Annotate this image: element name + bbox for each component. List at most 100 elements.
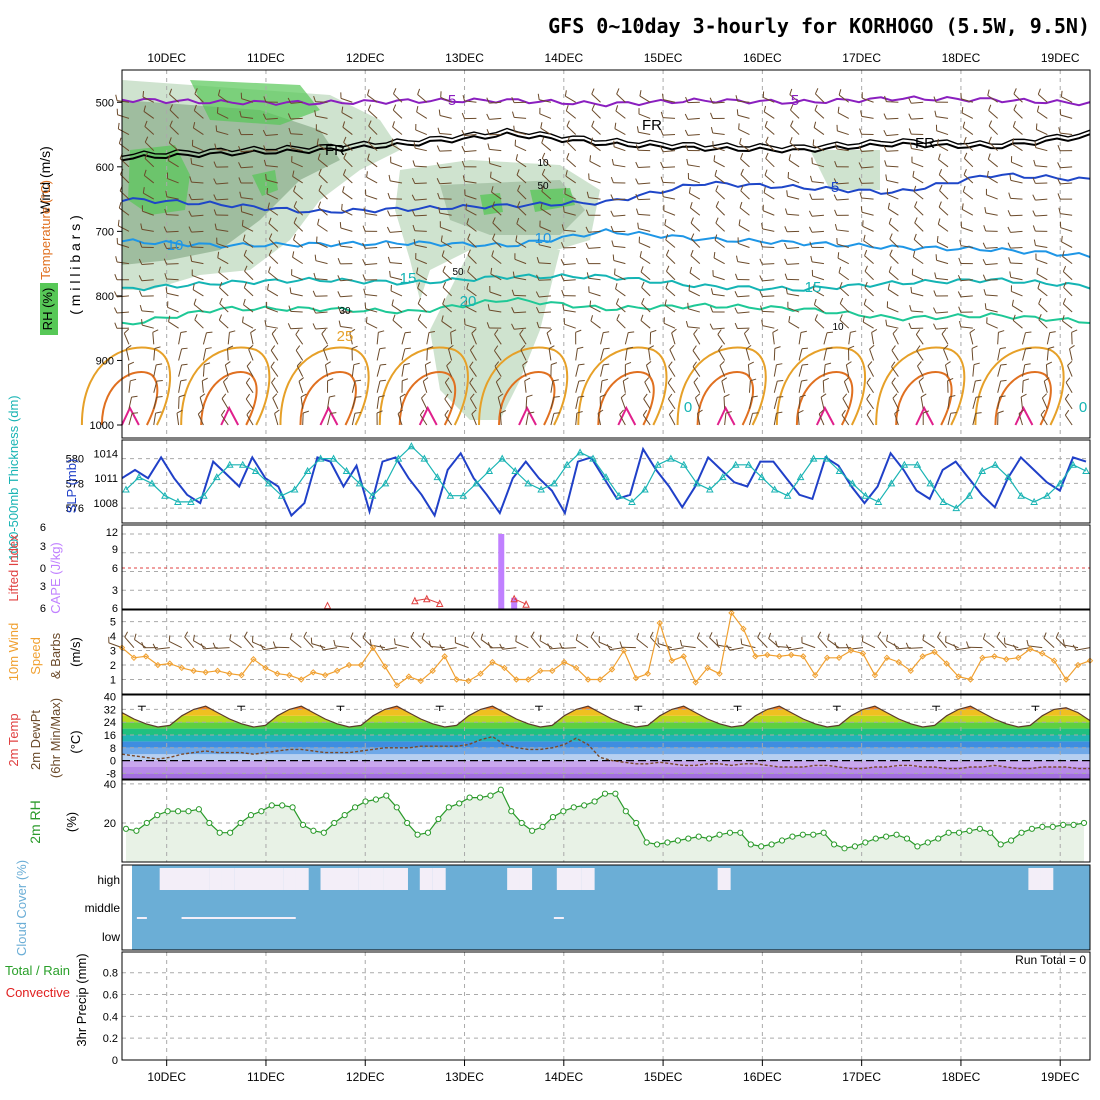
wind-barb-10m: [192, 634, 195, 641]
wind-barb-10m: [455, 642, 469, 649]
wind-barb-upper: [550, 413, 555, 426]
y-tick-label-temp: -8: [106, 768, 116, 780]
wind-barb-upper: [515, 154, 518, 161]
wind-barb-upper: [290, 133, 303, 136]
wind-barb-upper: [229, 330, 236, 333]
wind-barb-upper: [351, 413, 356, 426]
wind-barb-upper: [748, 413, 754, 426]
wind-barb-upper: [858, 177, 863, 184]
wind-barb-upper: [585, 226, 590, 233]
rh2m-point: [612, 790, 619, 797]
wind-barb-upper: [563, 309, 576, 313]
thickness-point: [212, 473, 221, 481]
ylabel-temp-unit: (°C): [68, 730, 83, 753]
wind-barb-10m: [470, 636, 481, 648]
wind-barb-upper: [292, 170, 295, 177]
y-tick-label-temp: 8: [110, 743, 116, 755]
wind-barb-upper: [801, 379, 808, 382]
wind-barb-upper: [1032, 177, 1036, 184]
wind-barb-upper: [342, 126, 353, 135]
wind-barb-10m: [152, 643, 157, 650]
wind-barb-upper: [717, 334, 726, 345]
rh2m-point: [216, 829, 223, 836]
wind-barb-upper: [960, 326, 973, 329]
wind-barb-upper: [192, 289, 204, 297]
ylabel-minmax: (6hr Min/Max): [48, 698, 63, 778]
wind-barb-upper: [376, 332, 379, 345]
ylabel-dewpt: 2m DewPt: [28, 710, 43, 770]
y-tick-label-li: 3: [40, 541, 46, 553]
isotherm-loop-25: [974, 346, 1065, 426]
wind-barb-upper: [221, 393, 227, 399]
wind-barb-10m: [480, 633, 484, 640]
wind-barb-upper: [494, 334, 502, 345]
wind-barb-upper: [563, 263, 576, 266]
wind-barb-10m: [1016, 647, 1031, 651]
wind-barb-upper: [625, 362, 632, 366]
wind-barb-upper: [492, 222, 502, 232]
wind-barb-upper: [263, 145, 267, 152]
wind-barb-upper: [349, 332, 353, 345]
wind-barb-10m: [757, 637, 768, 648]
wind-barb-upper: [263, 96, 267, 103]
wind-barb-upper: [787, 307, 800, 313]
cloud-high-block: [270, 868, 284, 890]
wind-barb-upper: [404, 331, 412, 334]
wind-barb-upper: [684, 129, 689, 136]
wind-barb-upper: [648, 345, 655, 350]
cloud-high-block: [283, 868, 297, 890]
temp-color-band: [122, 706, 1090, 710]
wind-barb-upper: [421, 393, 426, 399]
wind-barb-upper: [114, 274, 118, 280]
isotherm-loop-35: [815, 405, 835, 426]
wind-barb-upper: [391, 144, 403, 152]
wind-speed-point: [537, 667, 544, 675]
wind-barb-upper: [759, 241, 763, 248]
wind-barb-upper: [957, 274, 962, 281]
wind-speed-point: [262, 664, 269, 672]
wind-barb-upper: [736, 109, 739, 116]
wind-barb-upper: [539, 226, 552, 232]
wind-barb-upper: [513, 125, 515, 132]
wind-barb-upper: [288, 305, 292, 312]
ylabel-slp: SLP (mb): [64, 459, 79, 514]
wind-barb-upper: [365, 212, 378, 216]
wind-barb-10m: [319, 644, 324, 651]
wind-barb-upper: [495, 377, 501, 383]
wind-barb-upper: [690, 255, 701, 265]
x-tick-label-bottom: 18DEC: [942, 1070, 981, 1084]
wind-barb-upper: [318, 190, 328, 200]
wind-barb-upper: [191, 181, 204, 184]
wind-barb-upper: [491, 255, 502, 265]
wind-barb-upper: [638, 242, 651, 248]
wind-barb-10m: [487, 642, 491, 648]
wind-barb-upper: [142, 96, 154, 103]
wind-speed-point: [991, 653, 998, 660]
wind-barb-upper: [565, 95, 576, 103]
wind-barb-10m: [410, 637, 422, 648]
cloud-high-block: [358, 868, 372, 890]
wind-barb-upper: [784, 208, 788, 215]
wind-barb-upper: [813, 298, 817, 305]
wind-barb-upper: [166, 214, 179, 216]
y-tick-label-wind: 3: [110, 646, 116, 658]
wind-barb-upper: [712, 293, 725, 297]
wind-barb-upper: [834, 161, 838, 167]
wind-barb-upper: [419, 414, 428, 426]
wind-barb-upper: [274, 409, 280, 414]
wind-barb-upper: [710, 112, 714, 119]
wind-barb-upper: [963, 136, 967, 143]
wind-barb-upper: [537, 93, 540, 100]
thickness-point: [420, 454, 429, 462]
wind-barb-upper: [353, 362, 360, 366]
wind-barb-upper: [740, 153, 744, 159]
wind-barb-upper: [668, 414, 676, 426]
wind-barb-upper: [141, 228, 154, 232]
y-tick-label-cape: 9: [112, 544, 118, 556]
wind-speed-point: [333, 667, 341, 675]
wind-barb-10m: [515, 640, 529, 649]
wind-barb-upper: [752, 412, 759, 414]
wind-barb-upper: [836, 182, 849, 185]
wind-speed-point: [298, 676, 305, 683]
wind-barb-upper: [517, 190, 527, 200]
